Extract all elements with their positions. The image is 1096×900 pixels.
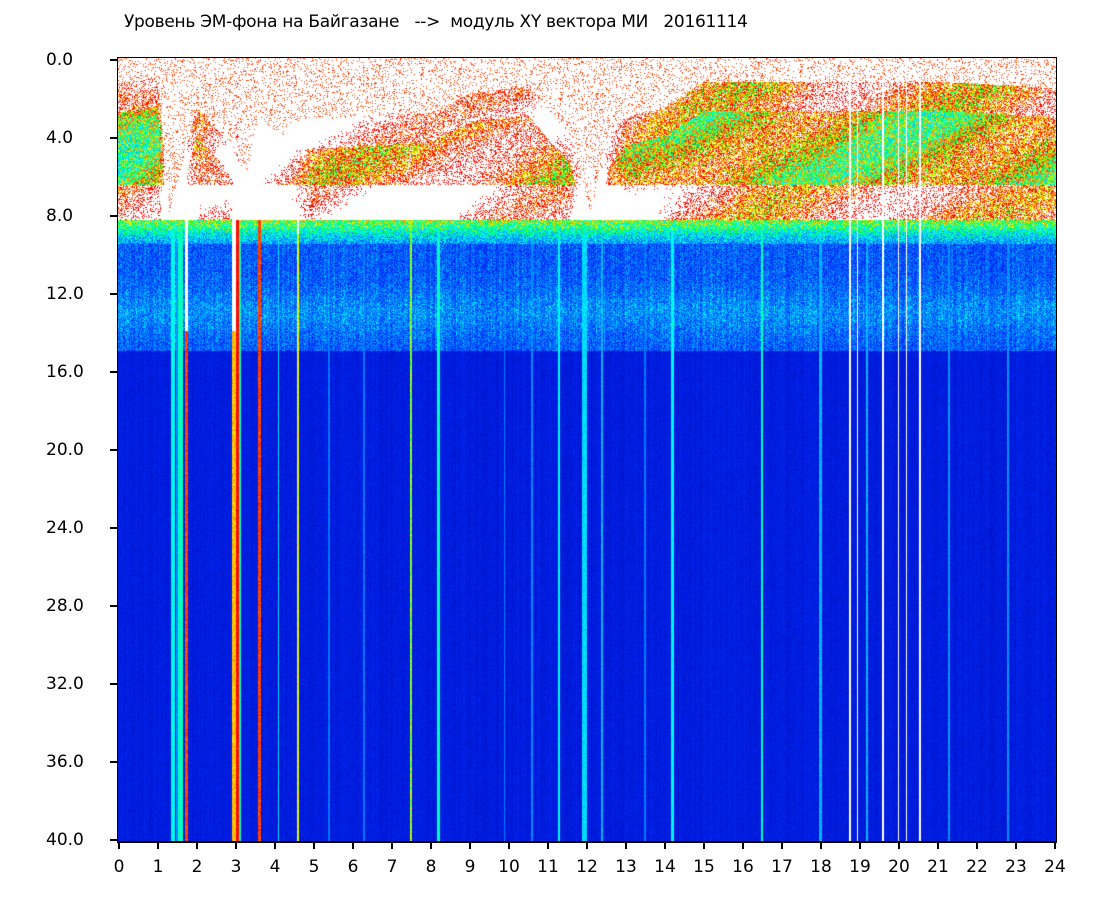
y-tick-label: 40.0 — [46, 829, 84, 850]
x-tick — [547, 842, 549, 849]
x-tick — [508, 842, 510, 849]
x-tick — [196, 842, 198, 849]
y-tick — [110, 760, 117, 763]
x-tick-label: 5 — [308, 857, 320, 877]
x-tick — [157, 842, 159, 849]
x-tick-label: 18 — [810, 857, 832, 877]
y-tick-label: 32.0 — [46, 673, 84, 694]
x-tick-label: 3 — [230, 857, 242, 877]
x-tick-label: 23 — [1005, 857, 1027, 877]
x-tick-label: 16 — [732, 857, 754, 877]
x-tick-label: 1 — [152, 857, 164, 877]
y-tick — [110, 292, 117, 295]
x-tick-label: 19 — [849, 857, 871, 877]
x-tick — [937, 842, 939, 849]
x-tick-label: 11 — [537, 857, 559, 877]
y-tick-label: 4.0 — [46, 127, 74, 148]
x-tick-label: 9 — [464, 857, 476, 877]
x-tick-label: 10 — [498, 857, 520, 877]
x-tick — [235, 842, 237, 849]
x-tick — [391, 842, 393, 849]
spectrogram-heatmap — [118, 58, 1056, 841]
y-tick-label: 28.0 — [46, 595, 84, 616]
y-tick-label: 8.0 — [46, 205, 74, 226]
x-tick-label: 17 — [771, 857, 793, 877]
y-tick — [110, 136, 117, 139]
y-tick-label: 20.0 — [46, 439, 84, 460]
y-tick — [110, 58, 117, 61]
x-tick-label: 4 — [269, 857, 281, 877]
x-tick — [313, 842, 315, 849]
x-tick — [352, 842, 354, 849]
x-tick-label: 2 — [191, 857, 203, 877]
x-tick — [703, 842, 705, 849]
y-tick — [110, 370, 117, 373]
x-tick-label: 24 — [1044, 857, 1066, 877]
y-tick-label: 36.0 — [46, 751, 84, 772]
x-tick-label: 20 — [888, 857, 910, 877]
y-tick — [110, 682, 117, 685]
x-tick — [118, 842, 120, 849]
x-tick — [898, 842, 900, 849]
x-tick — [1054, 842, 1056, 849]
x-tick — [820, 842, 822, 849]
x-tick — [625, 842, 627, 849]
x-tick — [859, 842, 861, 849]
y-tick-label: 24.0 — [46, 517, 84, 538]
x-tick — [1015, 842, 1017, 849]
x-tick — [664, 842, 666, 849]
x-tick-label: 7 — [386, 857, 398, 877]
y-tick-label: 12.0 — [46, 283, 84, 304]
x-tick-label: 21 — [927, 857, 949, 877]
chart-title: Уровень ЭМ-фона на Байгазане --> модуль … — [124, 12, 748, 32]
y-tick — [110, 448, 117, 451]
x-tick-label: 13 — [615, 857, 637, 877]
y-tick — [110, 526, 117, 529]
y-tick-label: 16.0 — [46, 361, 84, 382]
x-tick-label: 14 — [654, 857, 676, 877]
y-tick — [110, 604, 117, 607]
x-tick-label: 22 — [966, 857, 988, 877]
x-tick — [781, 842, 783, 849]
x-tick-label: 12 — [576, 857, 598, 877]
x-tick — [274, 842, 276, 849]
x-tick-label: 8 — [425, 857, 437, 877]
x-tick — [742, 842, 744, 849]
x-tick — [469, 842, 471, 849]
x-tick — [430, 842, 432, 849]
x-tick-label: 15 — [693, 857, 715, 877]
x-tick — [586, 842, 588, 849]
y-tick-label: 0.0 — [46, 49, 74, 70]
x-tick-label: 0 — [113, 857, 125, 877]
x-tick — [976, 842, 978, 849]
x-tick-label: 6 — [347, 857, 359, 877]
y-tick — [110, 214, 117, 217]
y-tick — [110, 838, 117, 841]
